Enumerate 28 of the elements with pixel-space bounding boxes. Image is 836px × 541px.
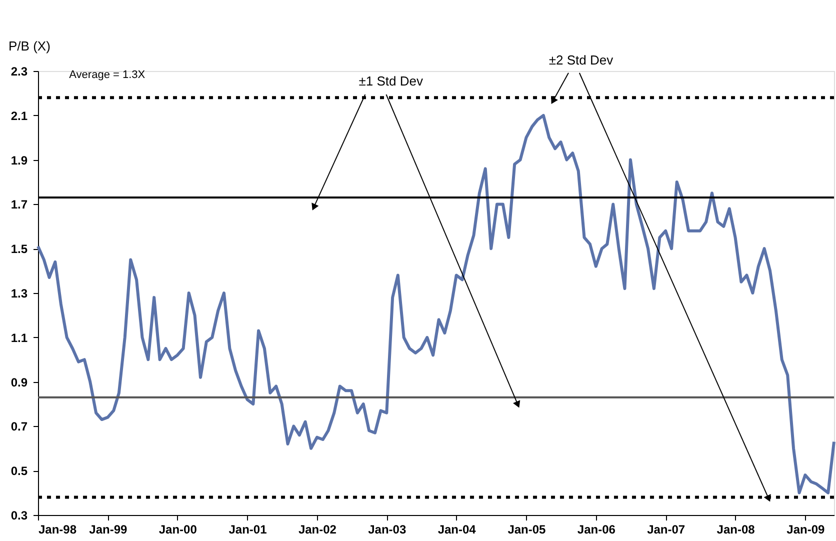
annotation: Average = 1.3X xyxy=(69,68,146,81)
y-tick-label: 0.3 xyxy=(10,508,28,522)
annotation: ±1 Std Dev xyxy=(358,73,424,88)
y-tick-label: 1.3 xyxy=(10,286,28,300)
x-tick-label: Jan-00 xyxy=(158,522,198,536)
x-tick-label: Jan-07 xyxy=(647,522,686,536)
x-tick-label: Jan-06 xyxy=(577,522,616,536)
x-tick-label: Jan-04 xyxy=(438,522,476,536)
y-axis-title: P/B (X) xyxy=(8,38,50,54)
y-tick-label: 1.1 xyxy=(10,330,28,345)
line-series xyxy=(36,114,836,494)
x-tick-label: Jan-03 xyxy=(368,522,406,536)
text: ±2 Std Dev xyxy=(548,52,614,68)
x-tick-label: Jan-08 xyxy=(716,522,756,536)
y-tick-label: 2.1 xyxy=(10,108,28,123)
x-tick-label: Jan-05 xyxy=(508,522,546,536)
y-tick-label: 1.9 xyxy=(10,153,28,168)
y-tick-label: 1.7 xyxy=(10,198,28,212)
x-tick-label: Jan-98 xyxy=(38,522,77,536)
x-tick-label: Jan-02 xyxy=(298,522,337,536)
y-tick-label: 0.7 xyxy=(10,420,28,434)
y-tick-label: 0.5 xyxy=(10,464,28,478)
y-tick-label: 2.3 xyxy=(10,64,28,78)
y-tick-label: 0.9 xyxy=(10,375,28,390)
y-tick-label: 1.5 xyxy=(10,242,28,256)
x-tick-label: Jan-09 xyxy=(786,522,825,536)
x-tick-label: Jan-99 xyxy=(89,522,128,536)
x-tick-label: Jan-01 xyxy=(228,522,268,536)
